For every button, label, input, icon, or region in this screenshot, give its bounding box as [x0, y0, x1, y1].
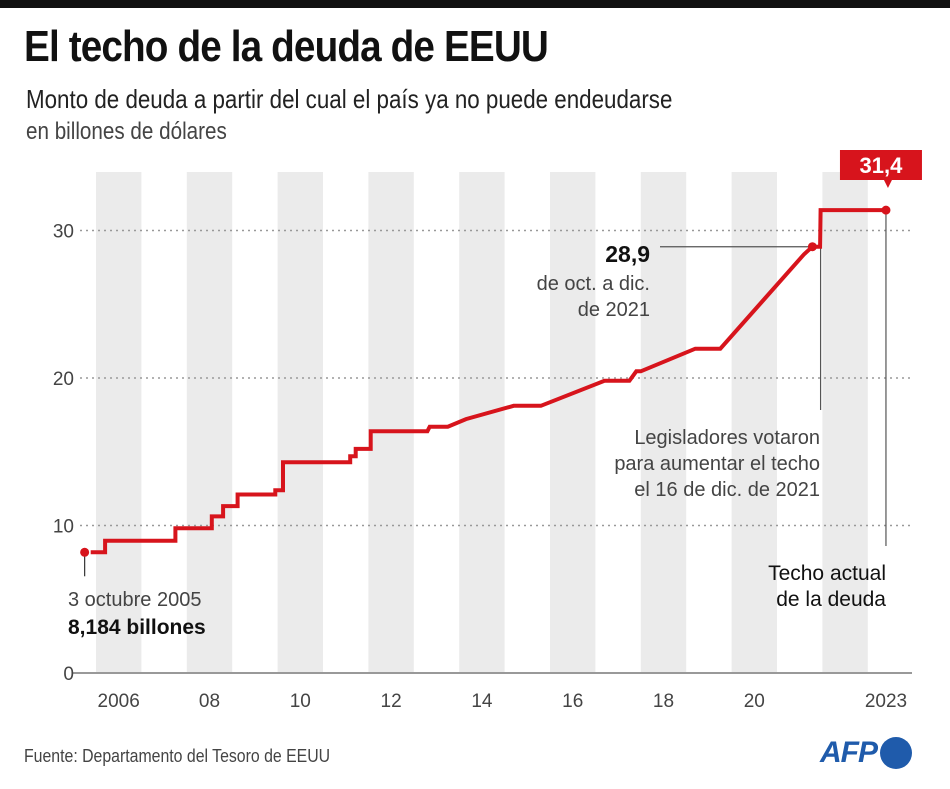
y-tick-label: 30: [53, 222, 74, 243]
y-tick-label: 20: [53, 369, 74, 390]
y-tick-label: 10: [53, 517, 74, 538]
x-axis-ticks: 2006 08 10 12 14 16 18 20 2023: [98, 691, 908, 712]
chart-title: El techo de la deuda de EEUU: [24, 22, 549, 71]
callout-box: [839, 150, 922, 188]
year-band-2012: [368, 172, 414, 673]
x-tick-label: 18: [653, 691, 674, 712]
x-tick-label: 2006: [98, 691, 140, 712]
annotation-vote-line1: Legisladores votaron: [634, 427, 820, 449]
annotation-current-line2: de la deuda: [776, 588, 886, 611]
x-tick-label: 12: [381, 691, 402, 712]
year-band-2020: [731, 172, 777, 673]
y-tick-label: 0: [63, 664, 74, 685]
series-line-debt-ceiling: [90, 208, 886, 555]
year-band-2006: [96, 172, 142, 673]
x-tick-label: 10: [290, 691, 311, 712]
top-bar: [0, 0, 950, 8]
x-tick-label: 14: [471, 691, 493, 712]
annotation-leaders: [84, 209, 887, 577]
series-dots: [80, 205, 891, 557]
current-value-callout: 31,4: [839, 150, 922, 188]
point-oct-2021: [807, 242, 817, 252]
year-band-2008: [186, 172, 233, 673]
annotation-oct-value: 28,9: [605, 241, 650, 267]
gridlines: [80, 229, 912, 527]
year-band-2010: [277, 172, 323, 673]
annotation-oct-line1: de oct. a dic.: [537, 273, 650, 295]
x-tick-label: 2023: [865, 691, 907, 712]
chart-subtitle: Monto de deuda a partir del cual el país…: [26, 84, 673, 114]
annotation-oct-line2: de 2021: [578, 299, 650, 321]
y-axis-ticks: 0 10 20 30: [53, 222, 74, 686]
source-note: Fuente: Departamento del Tesoro de EEUU: [24, 746, 331, 766]
x-tick-label: 16: [562, 691, 583, 712]
x-tick-label: 08: [199, 691, 220, 712]
afp-logo-text: AFP: [820, 736, 878, 769]
x-tick-label: 20: [744, 691, 765, 712]
year-band-2022: [822, 172, 868, 673]
year-band-2016: [550, 172, 596, 673]
year-band-2018: [640, 172, 687, 673]
year-band-2014: [459, 172, 505, 673]
annotation-vote-line2: para aumentar el techo: [614, 453, 820, 475]
afp-logo-dot-icon: [880, 737, 912, 769]
annotation-vote-line3: el 16 de dic. de 2021: [634, 479, 820, 501]
annotation-current-line1: Techo actual: [768, 562, 886, 585]
point-current: [881, 205, 891, 215]
unit-label: en billones de dólares: [26, 118, 227, 145]
annotation-start-value: 8,184 billones: [68, 616, 206, 639]
year-bands: [96, 172, 868, 673]
afp-logo: AFP: [820, 735, 912, 771]
callout-value: 31,4: [860, 153, 904, 178]
annotation-start-date: 3 octubre 2005: [68, 589, 201, 611]
point-start: [80, 547, 90, 557]
